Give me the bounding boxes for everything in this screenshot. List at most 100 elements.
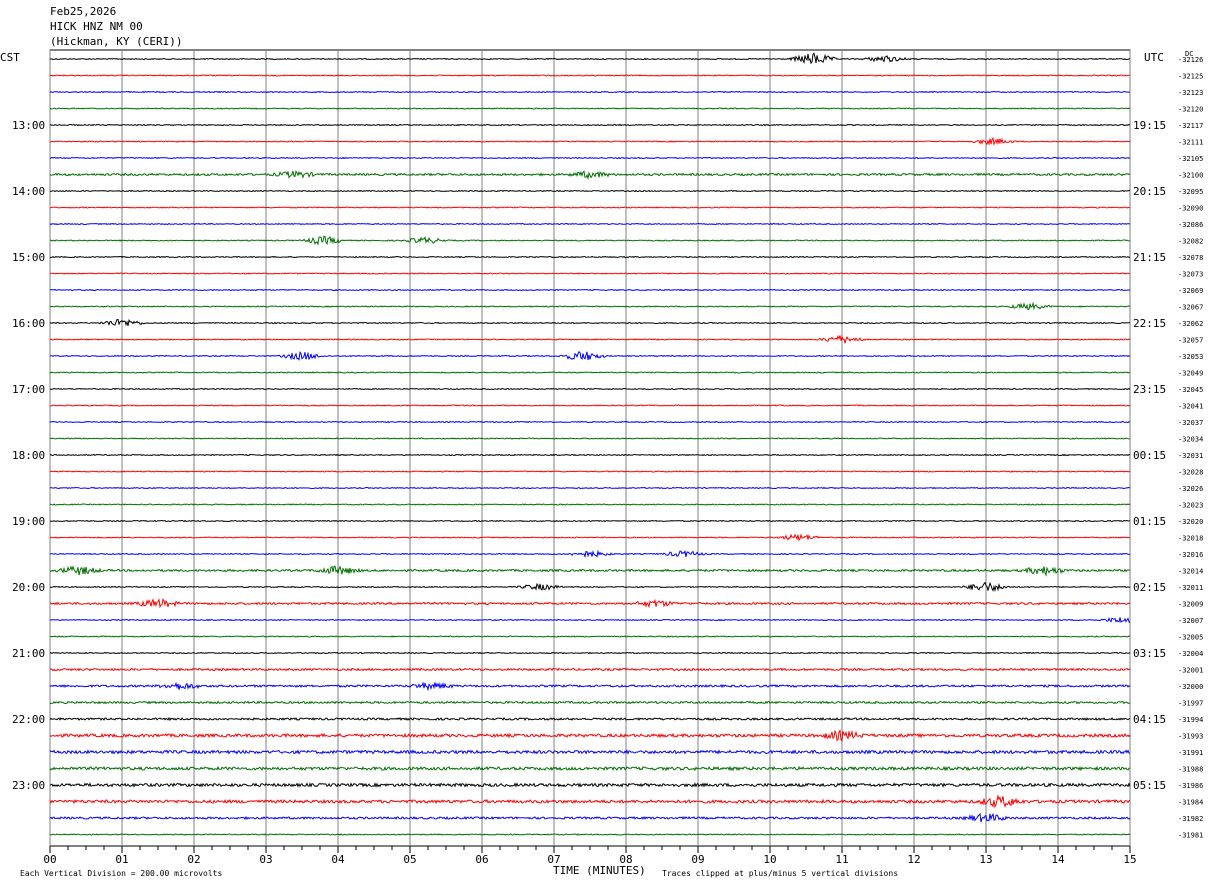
- dc-offset-label: -32011: [1178, 584, 1203, 592]
- x-tick-label: 14: [1051, 853, 1065, 866]
- x-tick-label: 05: [403, 853, 416, 866]
- seismic-trace: [49, 52, 1131, 65]
- dc-offset-label: -32105: [1178, 155, 1203, 163]
- seismic-trace: [49, 136, 1131, 147]
- seismic-trace: [49, 288, 1131, 292]
- right-hour-label: 22:15: [1133, 317, 1166, 330]
- left-hour-label: 13:00: [12, 119, 45, 132]
- x-tick-label: 12: [907, 853, 920, 866]
- left-timezone-label: CST: [0, 51, 20, 64]
- dc-offset-label: -32078: [1178, 254, 1203, 262]
- dc-offset-label: -31982: [1178, 815, 1203, 823]
- seismic-trace: [49, 206, 1131, 209]
- dc-offset-label: -32016: [1178, 551, 1203, 559]
- seismic-trace: [49, 387, 1131, 391]
- seismic-trace: [49, 794, 1131, 809]
- seismic-trace: [49, 667, 1131, 672]
- dc-offset-label: -31991: [1178, 749, 1203, 757]
- seismic-trace: [49, 170, 1131, 181]
- seismic-trace: [49, 107, 1131, 110]
- clip-footer: Traces clipped at plus/minus 5 vertical …: [662, 869, 898, 878]
- seismic-trace: [49, 350, 1131, 361]
- left-hour-label: 23:00: [12, 779, 45, 792]
- x-tick-label: 13: [979, 853, 992, 866]
- seismic-trace: [49, 782, 1131, 788]
- seismic-trace: [49, 318, 1131, 327]
- seismic-trace: [49, 404, 1131, 407]
- dc-offset-label: -32062: [1178, 320, 1203, 328]
- dc-offset-label: -32028: [1178, 469, 1203, 477]
- dc-offset-label: -32053: [1178, 353, 1203, 361]
- seismic-trace: [49, 565, 1131, 577]
- x-tick-label: 04: [331, 853, 345, 866]
- dc-offset-label: -32031: [1178, 452, 1203, 460]
- seismic-trace: [50, 581, 1131, 593]
- seismic-trace: [49, 453, 1131, 457]
- seismic-trace: [49, 301, 1131, 311]
- seismic-trace: [49, 812, 1131, 823]
- right-hour-label: 04:15: [1133, 713, 1166, 726]
- dc-offset-label: -32073: [1178, 271, 1203, 279]
- seismic-trace: [49, 74, 1131, 77]
- dc-offset-label: -32111: [1178, 139, 1203, 147]
- seismic-trace: [49, 503, 1131, 506]
- dc-offset-label: -32018: [1178, 535, 1203, 543]
- left-hour-label: 20:00: [12, 581, 45, 594]
- seismic-trace: [49, 255, 1131, 259]
- seismic-trace: [49, 235, 1131, 246]
- x-tick-label: 15: [1123, 853, 1136, 866]
- left-hour-label: 18:00: [12, 449, 45, 462]
- dc-offset-label: -32086: [1178, 221, 1203, 229]
- left-hour-label: 22:00: [12, 713, 45, 726]
- dc-offset-label: -32095: [1178, 188, 1203, 196]
- seismic-trace: [49, 729, 1131, 743]
- x-tick-label: 08: [619, 853, 632, 866]
- seismic-trace: [49, 437, 1131, 440]
- x-tick-label: 11: [835, 853, 848, 866]
- x-tick-label: 03: [259, 853, 272, 866]
- dc-offset-label: -32041: [1178, 403, 1203, 411]
- seismic-trace: [49, 833, 1131, 836]
- dc-offset-label: -32000: [1178, 683, 1203, 691]
- dc-offset-label: -32045: [1178, 386, 1203, 394]
- dc-offset-label: -32123: [1178, 89, 1203, 97]
- seismic-trace: [49, 486, 1131, 490]
- trace-group: [49, 52, 1131, 836]
- left-hour-label: 17:00: [12, 383, 45, 396]
- seismic-trace: [49, 765, 1131, 772]
- dc-offset-label: -32034: [1178, 436, 1203, 444]
- right-hour-label: 23:15: [1133, 383, 1166, 396]
- x-tick-label: 10: [763, 853, 776, 866]
- dc-offset-label: -32020: [1178, 518, 1203, 526]
- dc-offset-label: -31993: [1178, 733, 1203, 741]
- dc-offset-label: -31988: [1178, 766, 1203, 774]
- seismic-trace: [49, 156, 1131, 160]
- right-hour-label: 20:15: [1133, 185, 1166, 198]
- right-hour-label: 01:15: [1133, 515, 1166, 528]
- dc-offset-label: -32120: [1178, 106, 1203, 114]
- dc-offset-label: -32057: [1178, 337, 1203, 345]
- x-tick-label: 00: [43, 853, 56, 866]
- seismic-trace: [50, 519, 1131, 523]
- right-hour-label: 00:15: [1133, 449, 1166, 462]
- dc-offset-label: -31984: [1178, 799, 1203, 807]
- scale-footer: Each Vertical Division = 200.00 microvol…: [20, 869, 222, 878]
- seismic-trace: [49, 617, 1131, 624]
- dc-offset-label: -31997: [1178, 700, 1203, 708]
- right-hour-label: 19:15: [1133, 119, 1166, 132]
- dc-offset-label: -32125: [1178, 73, 1203, 81]
- seismic-trace: [49, 700, 1131, 705]
- dc-offset-label: -31986: [1178, 782, 1203, 790]
- dc-offset-label: -32090: [1178, 205, 1203, 213]
- seismic-trace: [49, 716, 1131, 722]
- dc-offset-label: -32026: [1178, 485, 1203, 493]
- seismic-trace: [49, 681, 1131, 692]
- left-hour-label: 21:00: [12, 647, 45, 660]
- left-hour-label: 19:00: [12, 515, 45, 528]
- right-hour-label: 03:15: [1133, 647, 1166, 660]
- x-tick-label: 07: [547, 853, 560, 866]
- dc-offset-label: -32037: [1178, 419, 1203, 427]
- dc-offset-label: -32014: [1178, 568, 1203, 576]
- seismic-trace: [49, 549, 1130, 559]
- seismic-trace: [49, 533, 1131, 542]
